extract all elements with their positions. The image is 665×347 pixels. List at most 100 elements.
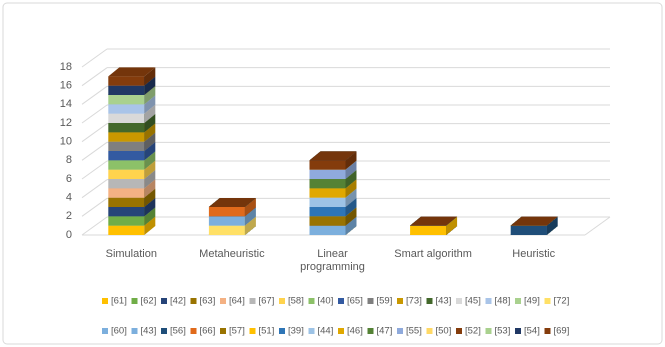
bar-side [345,151,357,170]
bar-segment [208,198,256,207]
bar-front [108,123,145,133]
bar-side [345,160,357,179]
x-tick-label: Linear programming [300,248,365,273]
bar-side [144,114,156,133]
bar-front [108,151,145,161]
bar-front [309,160,346,170]
y-tick-label: 0 [66,229,72,241]
legend-label: [63] [200,296,216,307]
legend-label: [59] [377,296,393,307]
legend-swatch [515,328,521,334]
y-tick-label: 10 [60,136,72,148]
bar-side [144,123,156,142]
legend-swatch [308,298,315,304]
bar-front [309,197,346,207]
bar-side [144,207,156,226]
legend-swatch [515,298,521,304]
y-tick-label: 8 [66,154,72,166]
bar-segment [108,67,156,86]
legend-swatch [249,328,256,334]
bar-top [309,151,357,161]
legend-label: [67] [259,296,275,307]
bar-front [108,141,145,151]
bar-side [446,216,458,235]
legend-swatch [544,298,551,304]
bar-side [244,207,256,226]
legend-swatch [367,298,374,304]
bar-front [108,113,145,123]
legend-swatch [544,328,551,334]
bar-side [546,216,558,235]
bar-front [208,216,245,226]
legend-swatch [131,298,138,304]
legend-swatch [456,298,462,304]
bar-front [410,225,447,235]
bar-side [345,179,357,198]
bar-side [345,198,357,217]
legend-label: [60] [111,326,127,337]
bar-side [144,188,156,207]
bar-front [108,85,145,95]
bar-segment [410,216,458,226]
legend-swatch [338,328,344,334]
x-tick-label: Heuristic [512,248,556,260]
legend-swatch [249,298,256,304]
bar-side [144,151,156,170]
legend-swatch [220,328,226,334]
legend-label: [56] [170,326,186,337]
y-tick-label: 12 [60,117,72,129]
legend-swatch [485,298,492,304]
legend-swatch [102,298,108,304]
bar-front [108,160,145,170]
y-tick-label: 4 [66,192,72,204]
grid-line-side [81,141,108,161]
legend-label: [64] [229,296,245,307]
legend-swatch [426,328,433,334]
legend-swatch [397,298,403,304]
legend-swatch [279,328,285,334]
legend-label: [44] [318,326,334,337]
legend-label: [51] [259,326,275,337]
legend-swatch [190,328,197,334]
bar-top [510,216,558,226]
legend-label: [50] [436,326,452,337]
bar-side [144,179,156,198]
bar-side [244,216,256,235]
bar-side [144,142,156,161]
bar-front [108,132,145,142]
grid-line-side [81,197,108,217]
bar-front [108,169,145,179]
bar-front [309,216,346,226]
legend-label: [73] [406,296,422,307]
legend-swatch [131,328,138,334]
bar-side [144,160,156,179]
legend-label: [54] [524,326,540,337]
bar-segment [510,216,558,226]
y-tick-label: 16 [60,80,72,92]
floor-side [584,216,611,236]
bar-top [108,67,156,77]
legend-label: [49] [524,296,540,307]
legend-swatch [102,328,108,334]
bar-front [108,197,145,207]
legend-label: [46] [347,326,363,337]
legend-label: [61] [111,296,127,307]
legend-swatch [161,298,167,304]
legend-swatch [279,298,285,304]
grid-line-side [81,85,108,105]
bar-side [345,216,357,235]
grid-line-side [81,123,108,143]
legend-label: [53] [495,326,511,337]
bar-side [144,104,156,123]
legend-label: [45] [465,296,481,307]
legend-swatch [485,328,492,334]
bar-front [108,188,145,198]
bar-front [108,76,145,86]
legend-label: [57] [229,326,245,337]
grid-line-side [81,48,108,68]
bar-front [309,188,346,198]
bar-side [144,198,156,217]
bar-front [208,207,245,217]
